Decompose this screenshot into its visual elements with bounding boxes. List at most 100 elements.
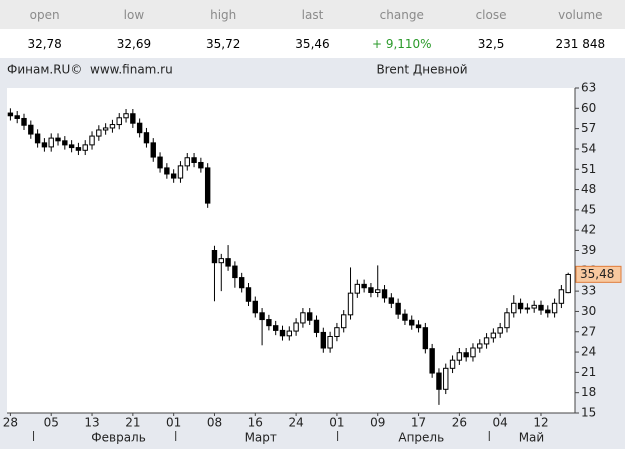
last-price-label: 35,48 [580,267,614,281]
candle-body [388,297,395,304]
candle-body [463,352,469,358]
candle-body [300,312,306,324]
x-tick-label: 12 [533,416,548,430]
header-row: open low high last change close volume [0,0,625,29]
candle-body [164,167,170,175]
column-header: volume [558,7,603,22]
candle-body [225,258,231,267]
candle-body [483,337,490,345]
candle-body [279,329,286,337]
chart: Финам.RU© www.finam.ru Brent Дневной 15 1… [3,63,622,445]
y-tick-label: 30 [581,304,596,318]
candle-body [375,289,381,293]
last-price-box [575,265,622,283]
y-tick-label: 39 [581,243,596,257]
quote-table: open low high last change close volume 32,78 32… [0,0,625,58]
candle-body [361,283,367,289]
candle-body [143,132,150,144]
x-tick-label: 16 [248,416,263,430]
column-header: open [29,7,60,22]
y-tick-label: 33 [581,284,596,298]
candle-body [538,304,544,311]
candle-body [429,348,435,374]
candle-body [116,117,122,126]
candle-body [354,283,361,294]
candle-body [62,140,68,146]
candle-body [395,302,401,315]
candle-body [136,122,143,134]
candle-body [170,173,177,179]
candle-body [191,157,197,163]
y-tick-label: 21 [581,365,596,379]
candle-body [381,289,388,299]
candle-body [524,307,531,310]
candle-body [293,322,299,332]
candle-body [259,312,265,321]
candle-body [477,343,483,349]
candle-body [449,359,456,369]
x-tick-label: 09 [370,416,385,430]
candle-body [232,265,238,279]
candle-body [551,302,558,314]
x-tick-label: 08 [207,416,222,430]
candle-body [89,135,95,146]
candle-body [415,324,422,329]
x-tick-label: 04 [493,416,508,430]
y-tick-label: 48 [581,182,596,196]
candle-body [245,287,252,302]
candle-body [307,312,313,321]
y-tick-label: 27 [581,324,596,338]
candle-body [68,144,75,149]
month-label: Февраль [91,431,146,445]
quote-value: + 9,110% [371,36,432,51]
candle-body [368,287,374,293]
candle-body [327,335,333,349]
column-header: change [379,7,424,22]
candle-body [252,300,258,314]
candle-body [286,330,292,337]
quote-value: 32,78 [27,36,62,51]
source: Финам.RU© [7,63,82,77]
y-tick-label: 57 [581,121,596,135]
candle-body [96,129,102,137]
source: www.finam.ru [90,63,173,77]
candle-body [313,319,320,333]
x-tick-label: 28 [3,416,18,430]
x-tick-label: 24 [288,416,303,430]
quote-value: 35,72 [206,36,241,51]
candle-body [177,165,184,179]
candle-body [470,347,476,358]
candle-body [157,156,163,169]
candle-body [184,157,190,167]
y-tick-label: 15 [581,406,596,420]
y-tick-label: 18 [581,385,596,399]
candle-body [150,142,156,158]
candle-body [198,161,204,169]
quote-value: 35,46 [295,36,330,51]
y-tick-label: 54 [581,141,596,155]
candle-body [334,327,340,337]
candle-body [123,113,129,119]
candle-body [21,117,27,126]
candle-body [272,325,279,331]
candle-body [409,319,415,326]
candle-body [341,314,347,329]
candle-body [436,372,442,390]
value-row: 32,78 32,69 35,72 35,46 + 9,110% 32,5 231 848 [0,29,625,58]
candle-body [55,137,61,142]
quote-value: 32,5 [477,36,505,51]
month-label: Май [519,431,545,445]
y-tick-label: 42 [581,223,596,237]
x-tick-label: 01 [166,416,181,430]
x-tick-label: 05 [44,416,59,430]
candle-body [517,302,524,310]
candle-body [443,367,449,390]
column-header: last [301,7,324,22]
candle-body [14,115,20,119]
y-tick-label: 24 [581,345,596,359]
candle-body [402,313,408,321]
candle-body [266,319,272,327]
y-tick-label: 60 [581,101,596,115]
quote-value: 32,69 [116,36,152,51]
candle-body [558,289,565,304]
